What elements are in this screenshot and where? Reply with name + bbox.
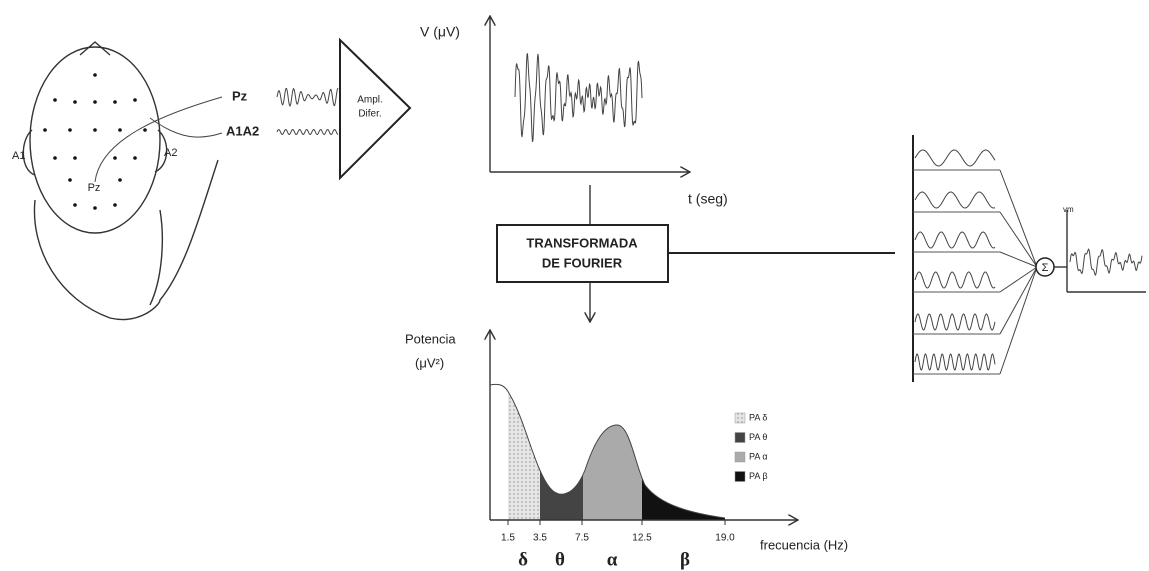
component-wave — [914, 353, 996, 371]
output-signal — [1069, 248, 1143, 276]
electrode — [113, 203, 117, 207]
legend-label: PA β — [749, 471, 768, 481]
band-symbol: θ — [555, 549, 565, 570]
ear-label: A2 — [164, 147, 177, 159]
head-drawing: Pz A1 A2 — [12, 41, 223, 321]
legend-swatch — [734, 432, 746, 443]
band-symbol: δ — [518, 549, 528, 570]
sum-symbol: Σ — [1042, 262, 1049, 274]
transform-label: TRANSFORMADA — [526, 235, 638, 250]
connector — [999, 251, 1038, 268]
electrode — [93, 206, 97, 210]
channel-label: Pz — [232, 88, 248, 103]
reference-signal — [276, 128, 339, 136]
amplifier-label: Ampl. — [357, 95, 383, 106]
electrode — [43, 128, 47, 132]
tick-label: 19.0 — [715, 533, 735, 544]
spectrum-area — [490, 384, 725, 520]
electrode — [73, 203, 77, 207]
spectrum-curve — [489, 383, 726, 519]
electrode — [93, 128, 97, 132]
electrode — [118, 128, 122, 132]
band-symbol: β — [680, 549, 690, 570]
tick-label: 3.5 — [533, 533, 547, 544]
axis-label: V (μV) — [420, 24, 460, 40]
transform-box — [496, 224, 669, 283]
eeg-signal — [514, 52, 643, 143]
electrode-label: Pz — [88, 182, 101, 194]
electrode — [68, 178, 72, 182]
legend-swatch — [734, 412, 746, 424]
electrode — [53, 156, 57, 160]
legend-swatch — [734, 471, 746, 482]
axis-label: (μV²) — [415, 355, 444, 370]
electrode — [133, 98, 137, 102]
axis-label: t (seg) — [688, 191, 728, 207]
electrode — [143, 128, 147, 132]
band-symbol: α — [607, 549, 618, 570]
electrode — [93, 73, 97, 77]
component-wave — [914, 191, 996, 209]
electrode — [113, 100, 117, 104]
electrode — [53, 98, 57, 102]
pz-signal — [276, 87, 339, 107]
tick-label: 1.5 — [501, 533, 515, 544]
connector — [999, 266, 1038, 335]
amplifier-label: Difer. — [358, 109, 381, 120]
electrode — [73, 156, 77, 160]
tick-label: 12.5 — [632, 533, 652, 544]
legend-label: PA θ — [749, 432, 767, 442]
electrode — [73, 100, 77, 104]
legend-label: PA δ — [749, 412, 767, 422]
electrode — [118, 178, 122, 182]
connector — [999, 266, 1038, 375]
connector — [999, 266, 1038, 293]
legend-swatch — [734, 451, 746, 463]
axis-label: frecuencia (Hz) — [760, 537, 848, 552]
component-wave — [914, 231, 996, 249]
electrode — [68, 128, 72, 132]
amplifier — [339, 37, 412, 181]
axis-label: Potencia — [405, 331, 456, 346]
transform-label: DE FOURIER — [542, 255, 623, 270]
connector — [999, 211, 1038, 268]
component-wave — [914, 271, 996, 289]
legend-label: PA α — [749, 451, 768, 461]
component-wave — [914, 313, 996, 331]
component-wave — [914, 149, 996, 167]
tick-label: 7.5 — [575, 533, 589, 544]
electrode — [133, 156, 137, 160]
connector — [999, 169, 1038, 268]
channel-label: A1A2 — [226, 123, 259, 138]
electrode — [93, 100, 97, 104]
output-label: vm — [1063, 205, 1074, 214]
electrode — [113, 156, 117, 160]
ear-label: A1 — [12, 150, 25, 162]
